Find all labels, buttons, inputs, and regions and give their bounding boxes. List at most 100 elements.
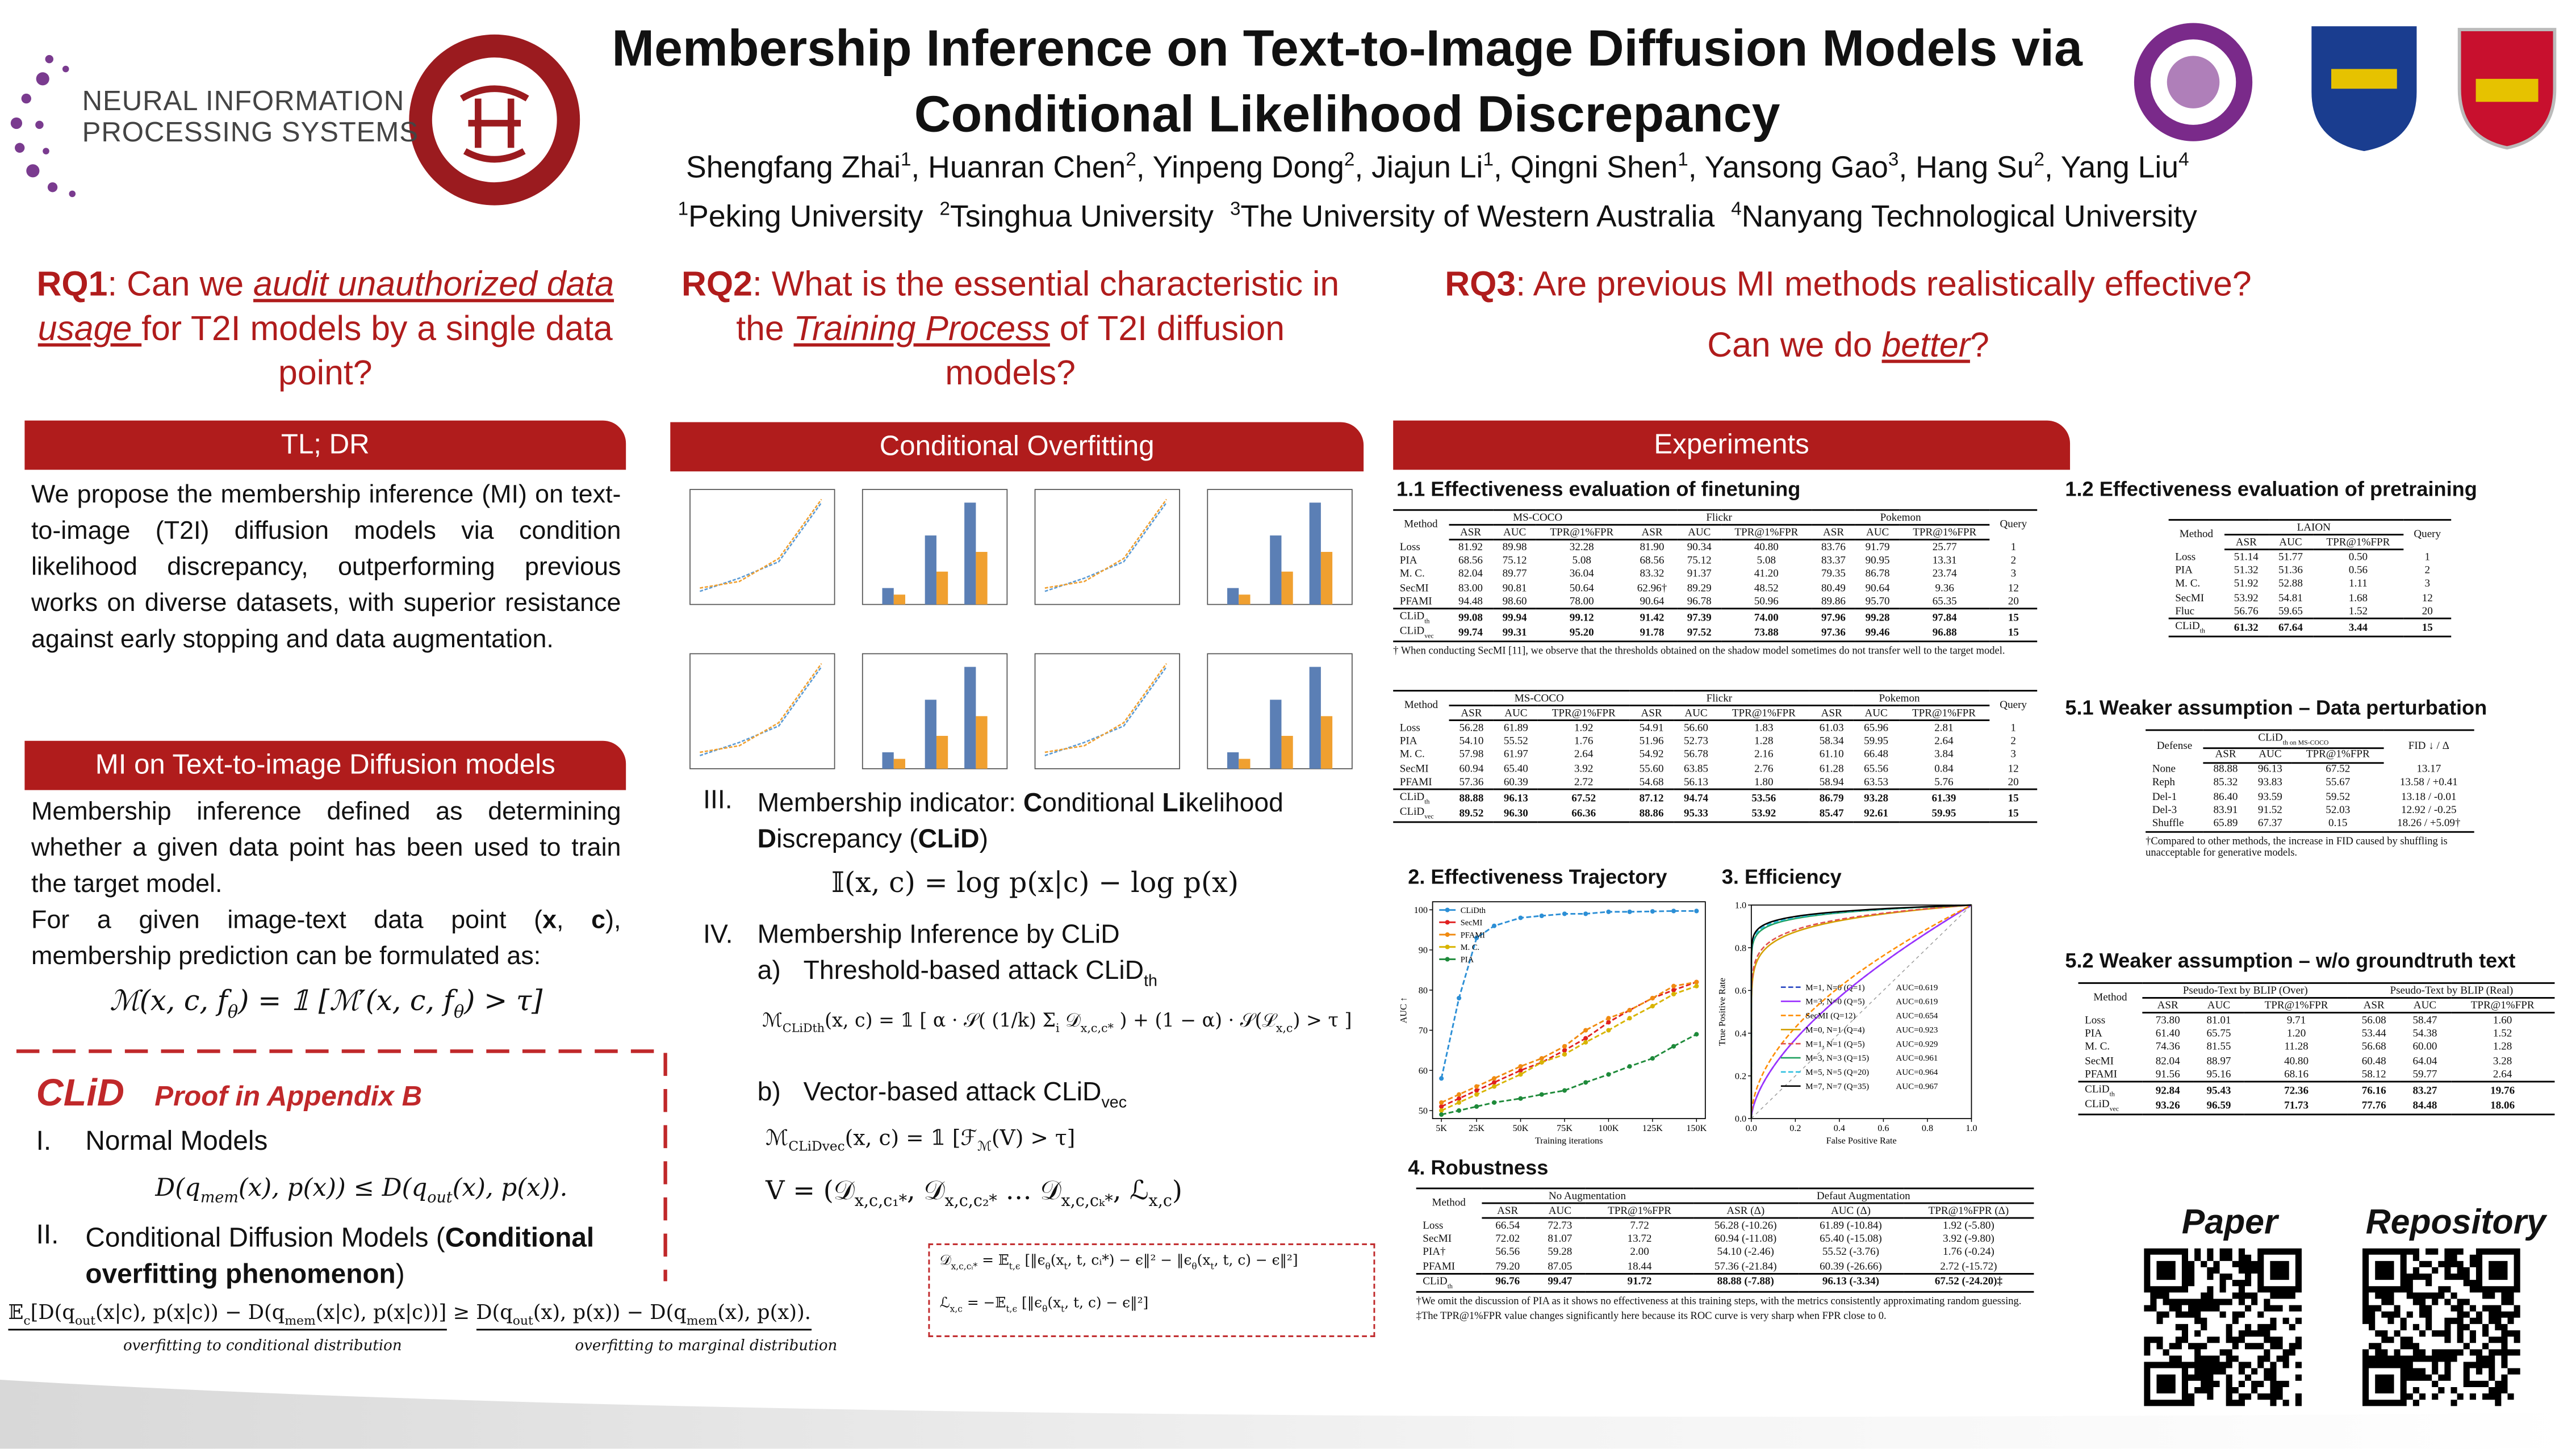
table-cell: 5.76 <box>1934 776 1954 788</box>
point <box>1606 1016 1611 1021</box>
table-cell: 92.84 <box>2142 1081 2194 1099</box>
legend-label: SecMI <box>1461 919 1483 928</box>
text-run: 𝒟 <box>1059 1008 1081 1032</box>
table-cell: 95.70 <box>1865 596 1890 608</box>
table-cell: 95.16 <box>2206 1069 2231 1081</box>
diagonal <box>1751 904 1972 1119</box>
section-title: 4. Robustness <box>1408 1156 1549 1180</box>
table-cell: M. C. <box>2175 579 2201 591</box>
table-cell: 66.36 <box>1571 808 1596 820</box>
table-cell: 51.36 <box>2278 565 2303 577</box>
table-cell: 32.28 <box>1569 542 1594 554</box>
neurips-line: PROCESSING SYSTEMS <box>82 116 419 148</box>
table-cell: 2 <box>2010 736 2016 748</box>
table-row: CLiDth 99.08 99.94 99.12 91.42 97.39 74.00 97.9… <box>1393 608 2038 626</box>
table: Method MS-COCO Flickr Pokemon Query ASR AUC TPR… <box>1393 509 2038 643</box>
text-run: (x), p(x)). <box>452 1172 568 1203</box>
mini-bar <box>882 752 894 769</box>
table-cell: 1.28 <box>1754 736 1774 748</box>
qr-codes[interactable] <box>2144 1248 2521 1421</box>
text-run: ℳ <box>766 1126 789 1151</box>
table-cell: Loss <box>2085 1014 2106 1027</box>
table-cell: CLiDth <box>1393 789 1449 806</box>
author-name: Jiajun Li <box>1371 149 1483 185</box>
text-run: x,c <box>1148 1192 1172 1211</box>
point <box>1491 923 1497 928</box>
legend-label: PFAMI <box>1461 931 1485 940</box>
text-run: ) > τ ] <box>1293 1008 1352 1032</box>
formula: ℳCLiDvec(x, c) = 𝟙 [ℱℳ(V) > τ] <box>766 1127 1075 1154</box>
header-row: Method Pseudo-Text by BLIP (Over) Pseudo-T… <box>2079 983 2555 1004</box>
table-cell: 2.76 <box>1754 763 1774 775</box>
mini-charts <box>689 489 1353 769</box>
text-run: c <box>591 906 606 935</box>
table-cell: 67.64 <box>2268 618 2313 636</box>
header-cell: Defense <box>2156 740 2193 753</box>
table-cell: 58.94 <box>1819 776 1844 788</box>
text-run: t,ϵ <box>1006 1305 1018 1316</box>
table-cell: 7.72 <box>1630 1220 1649 1232</box>
text-run: : Are previous MI methods realistically … <box>1516 266 2252 304</box>
legend-auc: AUC=0.964 <box>1896 1068 1938 1077</box>
point <box>1694 1032 1699 1037</box>
table-cell: 94.48 <box>1458 596 1483 608</box>
table-row: Loss 56.28 61.89 1.92 54.91 56.60 1.83 61.03 65.… <box>1393 721 2037 735</box>
point <box>1457 1096 1462 1101</box>
table-row: CLiDvec 89.52 96.30 66.36 88.86 95.33 53.92 85.… <box>1393 806 2037 823</box>
header-cell: Method <box>2093 992 2127 1004</box>
table-cell: SecMI <box>1399 582 1429 594</box>
table-cell: 83.00 <box>1458 582 1483 594</box>
header-cell: TPR@1%FPR <box>1899 525 1990 541</box>
dash-frame <box>16 1049 667 1282</box>
aff-num: 3 <box>1230 200 1241 220</box>
point <box>1671 908 1676 914</box>
text-run: x,c,cᵢ* <box>951 1262 978 1273</box>
header-cell: AUC <box>2248 747 2293 764</box>
point <box>1474 1104 1479 1109</box>
x-tick-label: 0.8 <box>1922 1123 1933 1133</box>
header-row: ASR AUC TPR@1%FPR ASR (Δ) AUC (Δ) TPR@1%FPR (… <box>1416 1203 2034 1220</box>
table-cell: CLiDth <box>2168 618 2224 636</box>
item-text: Membership Inference by CLiD <box>757 921 1120 950</box>
table-row: Reph 85.32 93.83 55.67 13.58 / +0.41 <box>2146 777 2474 790</box>
text-run: x,c,c₂* <box>944 1192 997 1211</box>
table-cell: 2.72 (-15.72) <box>1940 1260 1997 1272</box>
table-row: Del-1 86.40 93.59 59.52 13.18 / -0.01 <box>2146 790 2474 804</box>
table-cell: 2 <box>2010 555 2017 567</box>
table-cell: 1.60 <box>2493 1015 2512 1027</box>
author-name: Hang Su <box>1916 149 2034 185</box>
table-cell: 95.20 <box>1569 627 1594 639</box>
table-body: Loss 73.80 81.01 9.71 56.08 58.47 1.60 PIA 61.40… <box>2078 1014 2555 1115</box>
table-cell: 58.34 <box>1819 736 1844 748</box>
table-row: Fluc 56.76 59.65 1.52 20 <box>2169 605 2452 619</box>
aff-name: Tsinghua University <box>950 199 1214 233</box>
header-cell: TPR@1%FPR <box>2450 998 2555 1015</box>
header-cell: Pseudo-Text by BLIP (Real) <box>2348 983 2555 999</box>
qr-title: Paper <box>2181 1204 2278 1242</box>
mini-bar <box>1320 716 1333 769</box>
mini-line <box>1044 666 1168 756</box>
table-cell: 61.97 <box>1503 749 1528 761</box>
table-cell: 73.88 <box>1754 627 1779 639</box>
aff-num: 4 <box>1731 200 1742 220</box>
table-cell: 81.92 <box>1458 542 1483 554</box>
table-row: PIA 61.40 65.75 1.20 53.44 54.38 1.52 <box>2079 1028 2555 1041</box>
table-cell: 89.86 <box>1821 596 1846 608</box>
table-cell: 12 <box>2008 582 2019 594</box>
section-heading: Experiments <box>1393 420 2071 470</box>
text-run: (x, c) = 𝟙 [ℱ <box>844 1126 978 1151</box>
table-cell: 67.52 (-24.20)‡ <box>1903 1273 2034 1292</box>
header-cell: ASR <box>1811 525 1856 541</box>
table-cell: 20 <box>2422 605 2433 617</box>
point <box>1518 1064 1523 1069</box>
text-run: (x|c), p(x|c)) − D(q <box>95 1301 285 1324</box>
table-cell: 67.52 <box>1538 789 1629 806</box>
table-cell: 91.56 <box>2155 1069 2180 1081</box>
table-cell: 89.77 <box>1502 568 1527 581</box>
item-num: b) <box>757 1079 781 1107</box>
table-cell: Loss <box>2175 551 2196 563</box>
table-cell: CLiDth <box>2078 1081 2143 1099</box>
section-title: 1.1 Effectiveness evaluation of finetuni… <box>1396 478 1801 501</box>
table-cell: M. C. <box>2085 1042 2110 1054</box>
